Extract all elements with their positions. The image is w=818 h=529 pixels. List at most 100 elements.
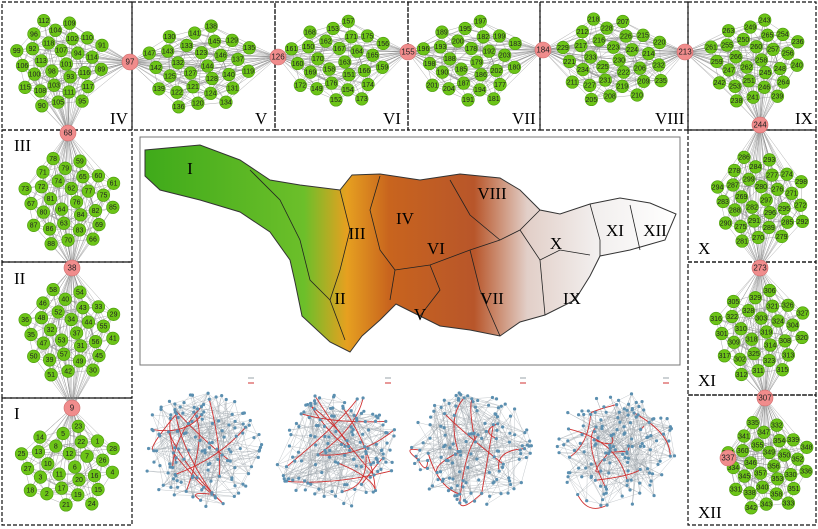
thumb-node (169, 465, 172, 468)
basin-map (140, 137, 680, 365)
thumb-node (507, 476, 510, 479)
node-label: 55 (100, 324, 108, 331)
node-label: 222 (618, 69, 630, 76)
node-label: 288 (729, 207, 741, 214)
thumb-node (455, 394, 458, 397)
thumb-node (596, 436, 599, 439)
thumb-node (157, 488, 160, 491)
thumb-node (659, 417, 662, 420)
thumb-node (593, 444, 596, 447)
node-label: 189 (436, 29, 448, 36)
node-label: 22 (77, 439, 85, 446)
thumb-node (639, 428, 642, 431)
hub-label: 126 (271, 53, 285, 62)
node-label: 312 (736, 372, 748, 379)
thumb-node (623, 407, 626, 410)
node-label: 324 (772, 318, 784, 325)
thumb-node (432, 410, 435, 413)
thumb-node (660, 473, 663, 476)
thumb-node (582, 413, 585, 416)
thumb-node (176, 429, 179, 432)
thumb-node (323, 425, 326, 428)
thumb-node (330, 490, 333, 493)
thumb-node (233, 495, 236, 498)
thumb-node (457, 450, 460, 453)
thumb-node (168, 462, 171, 465)
node-label: 108 (34, 88, 46, 95)
node-label: 316 (710, 316, 722, 323)
node-label: 180 (509, 65, 521, 72)
node-label: 151 (343, 72, 355, 79)
hub-label: 307 (758, 394, 772, 403)
node-label: 158 (323, 66, 335, 73)
node-label: 249 (745, 24, 757, 31)
thumb-node (443, 412, 446, 415)
node-label: 291 (748, 218, 760, 225)
node-label: 173 (356, 96, 368, 103)
node-label: 127 (185, 70, 197, 77)
network-thumbnail (276, 378, 396, 508)
node-label: 311 (753, 368, 764, 375)
map-region-label: I (187, 159, 193, 178)
panel-label: VI (383, 109, 401, 128)
node-label: 333 (783, 500, 795, 507)
node-label: 170 (312, 56, 324, 63)
node-label: 195 (459, 26, 471, 33)
thumb-node (303, 479, 306, 482)
thumb-node (444, 444, 447, 447)
thumb-node (213, 495, 216, 498)
node-label: 218 (588, 16, 600, 23)
thumb-node (509, 483, 512, 486)
thumb-node (476, 433, 479, 436)
thumb-node (201, 418, 204, 421)
node-label: 297 (760, 197, 772, 204)
node-label: 124 (205, 91, 217, 98)
node-label: 242 (714, 80, 726, 87)
thumb-node (319, 418, 322, 421)
node-label: 121 (187, 84, 199, 91)
edge (415, 397, 493, 463)
thumb-node (579, 442, 582, 445)
node-label: 313 (783, 352, 795, 359)
node-label: 196 (418, 46, 430, 53)
thumb-node (599, 418, 602, 421)
node-label: 110 (82, 35, 93, 42)
node-label: 198 (424, 61, 436, 68)
thumb-node (667, 439, 670, 442)
thumb-node (495, 397, 498, 400)
edge (664, 434, 675, 456)
node-label: 203 (499, 53, 511, 60)
node-label: 35 (27, 332, 35, 339)
map-region-label: V (414, 305, 427, 324)
thumb-node (285, 465, 288, 468)
thumb-node (610, 434, 613, 437)
thumb-node (477, 478, 480, 481)
node-label: 17 (58, 485, 66, 492)
thumb-node (480, 492, 483, 495)
thumb-node (282, 474, 285, 477)
node-label: 340 (757, 485, 769, 492)
thumb-node (376, 470, 379, 473)
thumb-node (638, 492, 641, 495)
node-label: 90 (38, 103, 46, 110)
thumb-node (326, 442, 329, 445)
node-label: 88 (47, 241, 55, 248)
thumb-node (528, 440, 531, 443)
thumb-node (580, 433, 583, 436)
node-label: 185 (455, 66, 467, 73)
node-label: 13 (35, 449, 43, 456)
node-label: 314 (765, 342, 777, 349)
thumb-node (580, 409, 583, 412)
node-label: 207 (617, 19, 629, 26)
thumb-node (190, 420, 193, 423)
figure: 6111220107178163221913262515271211441823… (0, 0, 818, 529)
thumb-node (384, 420, 387, 423)
thumb-node (328, 449, 331, 452)
node-label: 26 (99, 458, 107, 465)
thumb-node (640, 400, 643, 403)
thumb-node (233, 466, 236, 469)
thumb-node (320, 471, 323, 474)
thumb-node (173, 408, 176, 411)
thumb-node (651, 418, 654, 421)
thumb-node (365, 491, 368, 494)
